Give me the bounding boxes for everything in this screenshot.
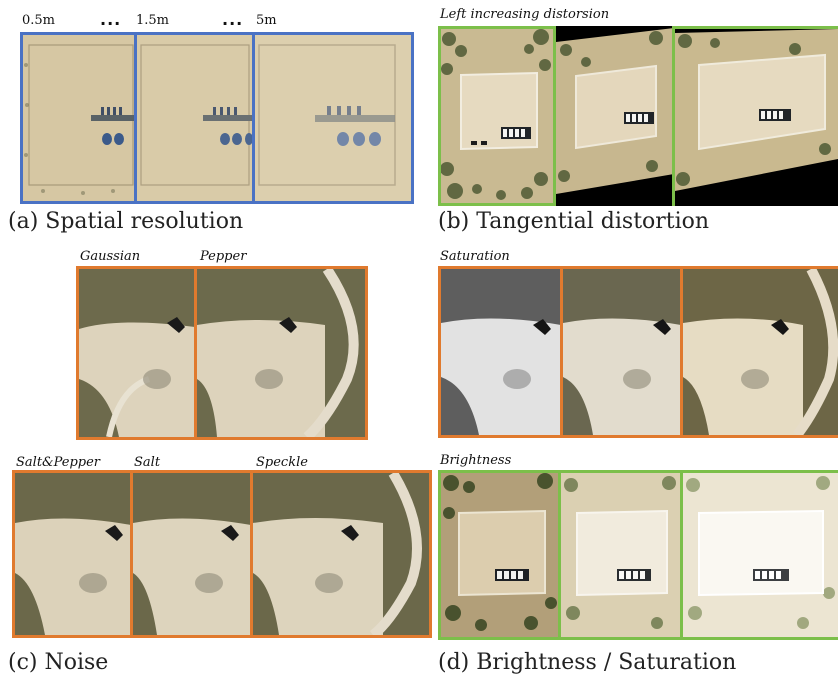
noise-image-pepper [194, 266, 368, 440]
noise-image-salt [130, 470, 254, 638]
resolution-label-1-5m: 1.5m [136, 13, 170, 28]
brightness-image-dark [438, 470, 562, 640]
saturation-label: Saturation [440, 249, 510, 264]
ellipsis-1: ... [100, 10, 122, 29]
resolution-label-0-5m: 0.5m [22, 13, 56, 28]
resolution-label-5m: 5m [256, 13, 277, 28]
noise-label-pepper: Pepper [200, 249, 247, 264]
caption-spatial-resolution: (a) Spatial resolution [8, 209, 244, 234]
brightness-image-bright [680, 470, 838, 640]
resolution-image-0-5m [20, 32, 138, 204]
caption-brightness-saturation: (d) Brightness / Saturation [438, 650, 737, 675]
noise-label-gaussian: Gaussian [80, 249, 141, 264]
brightness-label: Brightness [440, 453, 512, 468]
noise-label-speckle: Speckle [256, 455, 308, 470]
noise-image-salt-pepper [12, 470, 134, 638]
distortion-image-strong [672, 26, 838, 206]
resolution-image-5m [252, 32, 414, 204]
saturation-image-gray [438, 266, 564, 438]
caption-noise: (c) Noise [8, 650, 109, 675]
caption-tangential-distortion: (b) Tangential distortion [438, 209, 710, 234]
noise-image-speckle [250, 470, 432, 638]
saturation-image-medium [560, 266, 684, 438]
ellipsis-2: ... [222, 10, 244, 29]
brightness-image-medium [558, 470, 684, 640]
saturation-image-high [680, 266, 838, 438]
noise-label-salt: Salt [134, 455, 161, 470]
noise-label-salt-pepper: Salt&Pepper [16, 455, 101, 470]
resolution-image-1-5m [134, 32, 256, 204]
noise-image-gaussian [76, 266, 198, 440]
distortion-label: Left increasing distorsion [440, 7, 610, 22]
distortion-image-original [438, 26, 556, 206]
distortion-image-medium [556, 26, 676, 206]
